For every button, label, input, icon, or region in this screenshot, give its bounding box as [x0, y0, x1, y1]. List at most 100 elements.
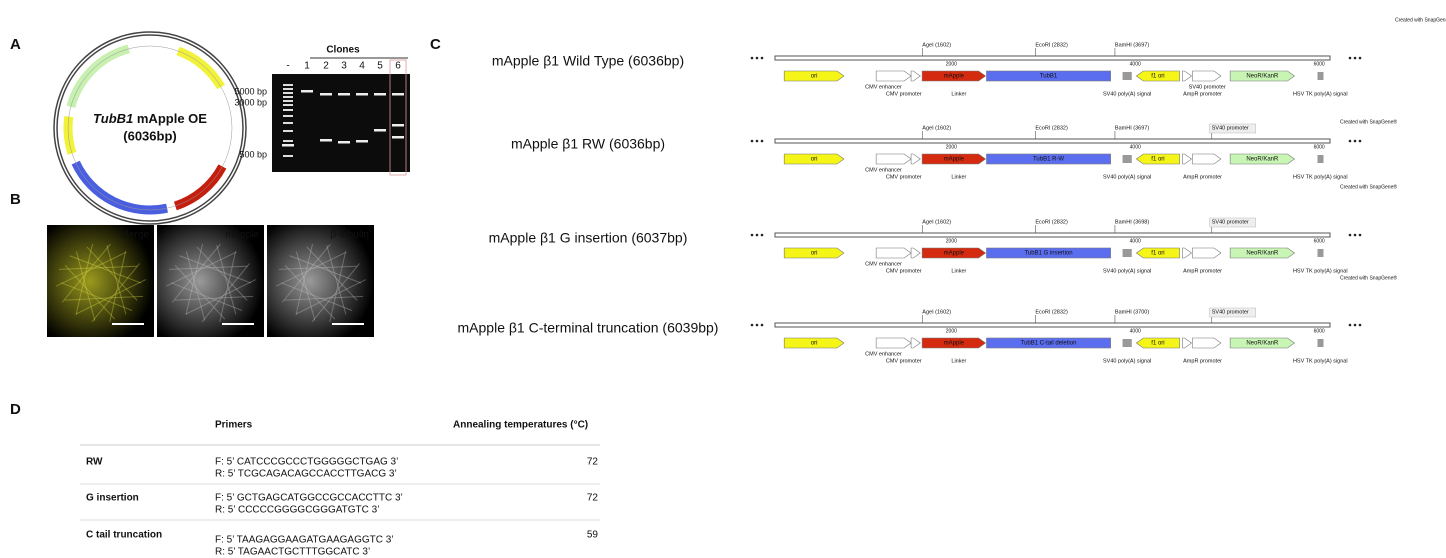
- panel-label: A: [10, 36, 21, 53]
- feature-note: AmpR promoter: [1183, 91, 1222, 97]
- image-label: β-tubulin: [330, 230, 369, 241]
- primer: R: 5’ TAGAACTGCTTTGGCATC 3’: [215, 547, 370, 558]
- temperature: 59: [587, 530, 599, 541]
- insert-label: TubB1 C-tail deletion: [1021, 341, 1077, 347]
- feature-label: NeoR/KanR: [1246, 157, 1279, 163]
- construct-name: mApple β1 RW (6036bp): [511, 136, 665, 152]
- feature-label: mApple: [944, 157, 965, 163]
- primer: F: 5’ CATCCCGCCCTGGGGGCTGAG 3’: [215, 457, 398, 468]
- feature-cmv-promoter: [911, 154, 920, 164]
- ellipsis-dot: [1359, 57, 1362, 60]
- feature-note: Linker: [951, 174, 966, 180]
- feature-ampr-promoter: [1182, 338, 1191, 348]
- gel-lane-label: 6: [395, 61, 401, 72]
- site-label: EcoRI (2832): [1035, 42, 1068, 48]
- temperature: 72: [587, 493, 599, 504]
- feature-label: NeoR/KanR: [1246, 74, 1279, 80]
- panel-label: D: [10, 401, 21, 418]
- micrograph: [267, 225, 374, 337]
- gel-title: Clones: [326, 45, 360, 56]
- feature-note: CMV enhancer: [865, 84, 902, 90]
- scale-tick-label: 2000: [946, 61, 957, 67]
- ellipsis-dot: [761, 57, 764, 60]
- construct-name: mApple β1 G insertion (6037bp): [489, 230, 688, 246]
- site-label: SV40 promoter: [1212, 125, 1249, 131]
- feature-sv40-promoter: [1192, 154, 1221, 164]
- feature-cmv-promoter: [911, 71, 920, 81]
- gel-band: [320, 139, 332, 142]
- dna-backbone: [775, 323, 1330, 327]
- ellipsis-dot: [1354, 57, 1357, 60]
- gel-ladder-band: [283, 115, 293, 117]
- site-label: AgeI (1602): [922, 309, 951, 315]
- feature-hsv-polya: [1317, 72, 1323, 80]
- feature-note: AmpR promoter: [1183, 268, 1222, 274]
- primer: R: 5’ CCCCCGGGGCGGGATGTC 3’: [215, 505, 379, 516]
- gel-ladder-band: [283, 140, 293, 142]
- gel-ladder-band: [283, 88, 293, 90]
- gel-band: [282, 144, 294, 147]
- ellipsis-dot: [761, 140, 764, 143]
- feature-note: Linker: [951, 91, 966, 97]
- gel-band: [301, 90, 313, 93]
- gel-band: [356, 140, 368, 143]
- gel-band: [392, 136, 404, 139]
- feature-label: f1 ori: [1151, 251, 1164, 257]
- ellipsis-dot: [1359, 140, 1362, 143]
- gel-lane-label: 2: [323, 61, 329, 72]
- gel-ladder-band: [283, 130, 293, 132]
- feature-label: f1 ori: [1151, 341, 1164, 347]
- ellipsis-dot: [761, 324, 764, 327]
- table-header: Annealing temperatures (°C): [453, 420, 588, 431]
- ellipsis-dot: [756, 324, 759, 327]
- site-label: BamHI (3700): [1115, 309, 1149, 315]
- feature-cmv-enhancer: [876, 154, 911, 164]
- feature-label: ori: [811, 341, 818, 347]
- gel-ladder-band: [283, 122, 293, 124]
- site-label: SV40 promoter: [1212, 309, 1249, 315]
- plasmid-size: (6036bp): [123, 128, 176, 143]
- feature-note: HSV TK poly(A) signal: [1293, 174, 1348, 180]
- ellipsis-dot: [751, 57, 754, 60]
- feature-sv40-promoter: [1192, 71, 1221, 81]
- gel-ladder-band: [283, 84, 293, 86]
- feature-label: mApple: [944, 251, 965, 257]
- site-label: BamHI (3698): [1115, 219, 1149, 225]
- gel-lane-label: 5: [377, 61, 383, 72]
- feature-note: CMV promoter: [886, 268, 922, 274]
- primer: F: 5’ TAAGAGGAAGATGAAGAGGTC 3’: [215, 535, 394, 546]
- site-label: EcoRI (2832): [1035, 219, 1068, 225]
- construct-name: mApple β1 Wild Type (6036bp): [492, 53, 684, 69]
- gel-band: [338, 141, 350, 144]
- scale-tick-label: 6000: [1314, 144, 1325, 150]
- gel-band: [320, 93, 332, 96]
- gel-ladder-band: [283, 96, 293, 98]
- ellipsis-dot: [756, 140, 759, 143]
- plasmid-feature: [71, 49, 129, 107]
- insert-label: TubB1 R-W: [1033, 157, 1064, 163]
- image-label: mApple: [225, 230, 259, 241]
- panel-label: C: [430, 36, 441, 53]
- row-name: G insertion: [86, 493, 139, 504]
- ellipsis-dot: [1359, 324, 1362, 327]
- site-label: EcoRI (2832): [1035, 125, 1068, 131]
- scale-tick-label: 6000: [1314, 61, 1325, 67]
- scale-tick-label: 4000: [1130, 238, 1141, 244]
- plasmid-feature: [68, 117, 72, 154]
- plasmid-name: mApple OE: [133, 111, 207, 126]
- feature-sv40-promoter: [1192, 248, 1221, 258]
- ellipsis-dot: [756, 234, 759, 237]
- ellipsis-dot: [1349, 140, 1352, 143]
- micrograph: [47, 225, 154, 337]
- feature-ampr-promoter: [1182, 71, 1191, 81]
- ellipsis-dot: [1349, 57, 1352, 60]
- feature-note: SV40 poly(A) signal: [1103, 174, 1151, 180]
- panel-label: B: [10, 191, 21, 208]
- feature-label: f1 ori: [1151, 157, 1164, 163]
- site-label: BamHI (3697): [1115, 42, 1149, 48]
- feature-note: HSV TK poly(A) signal: [1293, 91, 1348, 97]
- gel-lane-label: 1: [304, 61, 310, 72]
- gel-lane-label: 3: [341, 61, 347, 72]
- gel-ladder-band: [283, 155, 293, 157]
- gel-marker-label: 500 bp: [239, 149, 267, 159]
